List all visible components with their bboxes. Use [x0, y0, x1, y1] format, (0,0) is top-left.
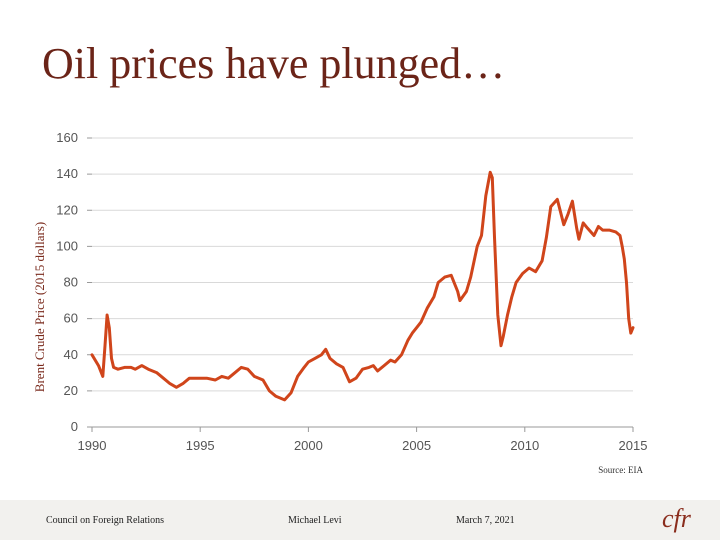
y-tick-label: 100 — [56, 238, 78, 253]
footer-organization: Council on Foreign Relations — [46, 515, 165, 526]
y-tick-label: 0 — [71, 419, 78, 434]
y-tick-label: 140 — [56, 166, 78, 181]
x-tick-label: 2005 — [402, 438, 431, 453]
y-axis-title: Brent Crude Price (2015 dollars) — [32, 222, 47, 392]
y-tick-label: 60 — [64, 311, 78, 326]
source-note: Source: EIA — [598, 465, 643, 475]
y-tick-label: 160 — [56, 130, 78, 145]
series — [90, 170, 635, 402]
gridlines — [92, 137, 633, 392]
footer-date: March 7, 2021 — [456, 515, 515, 526]
x-tick-label: 2000 — [294, 438, 323, 453]
x-tick-label: 1995 — [186, 438, 215, 453]
x-tick-label: 2015 — [619, 438, 648, 453]
cfr-logo: cfr — [662, 504, 691, 533]
y-tick-label: 80 — [64, 275, 78, 290]
footer-bar: Council on Foreign Relations Michael Lev… — [0, 500, 720, 540]
axes — [87, 137, 634, 432]
tick-labels: 0 20 40 60 80 100 120 140 160 1990 1995 2000 2005 201… — [56, 130, 647, 453]
y-tick-label: 120 — [56, 202, 78, 217]
x-tick-label: 1990 — [78, 438, 107, 453]
footer-author: Michael Levi — [288, 515, 342, 526]
y-tick-label: 20 — [64, 383, 78, 398]
price-chart: 0 20 40 60 80 100 120 140 160 1990 1995 2000 2005 201… — [32, 130, 647, 475]
y-tick-label: 40 — [64, 347, 78, 362]
slide-title: Oil prices have plunged… — [42, 39, 506, 88]
x-tick-label: 2010 — [510, 438, 539, 453]
series-line — [90, 170, 635, 402]
